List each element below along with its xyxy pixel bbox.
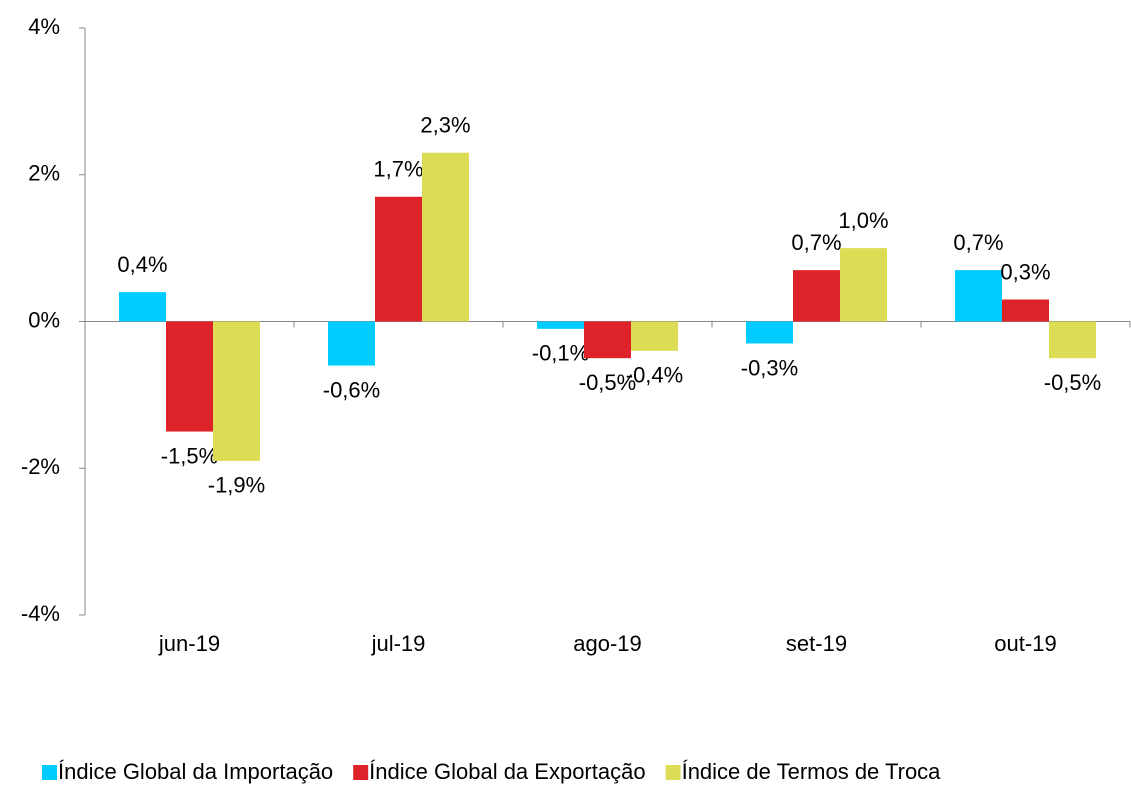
bar: [213, 321, 260, 461]
bar: [422, 152, 469, 322]
bar: [584, 321, 631, 359]
bar: [1002, 299, 1049, 322]
legend-label: Índice Global da Importação: [58, 759, 333, 784]
x-tick-label: set-19: [786, 631, 847, 656]
y-tick-label: 0%: [28, 307, 60, 332]
bar: [955, 270, 1002, 322]
data-label: -0,5%: [579, 370, 636, 395]
data-label: -1,9%: [208, 473, 265, 498]
data-label: -1,5%: [161, 443, 218, 468]
y-tick-label: -2%: [21, 454, 60, 479]
bar: [328, 321, 375, 366]
bar: [119, 292, 166, 322]
data-label: -0,6%: [323, 377, 380, 402]
bar: [166, 321, 213, 432]
x-tick-label: jul-19: [371, 631, 426, 656]
y-tick-label: 2%: [28, 161, 60, 186]
legend-swatch: [665, 765, 681, 780]
x-tick-label: out-19: [994, 631, 1056, 656]
data-label: 1,7%: [373, 157, 423, 182]
bar: [840, 248, 887, 322]
x-tick-label: ago-19: [573, 631, 642, 656]
data-label: 0,7%: [953, 230, 1003, 255]
data-label: -0,1%: [532, 341, 589, 366]
bar: [631, 321, 678, 351]
data-label: 0,4%: [117, 252, 167, 277]
data-label: 1,0%: [838, 208, 888, 233]
data-label: 2,3%: [420, 113, 470, 138]
legend-label: Índice de Termos de Troca: [682, 759, 942, 784]
y-tick-label: -4%: [21, 601, 60, 626]
x-tick-label: jun-19: [158, 631, 220, 656]
bar: [793, 270, 840, 322]
data-label: -0,4%: [626, 363, 683, 388]
legend-label: Índice Global da Exportação: [369, 759, 645, 784]
bar: [375, 196, 422, 322]
data-label: -0,5%: [1044, 370, 1101, 395]
legend-swatch: [42, 765, 57, 780]
data-label: 0,7%: [791, 230, 841, 255]
data-label: -0,3%: [741, 355, 798, 380]
legend-swatch: [353, 765, 369, 780]
bar: [537, 321, 584, 329]
y-tick-label: 4%: [28, 14, 60, 39]
bar: [1049, 321, 1096, 359]
data-label: 0,3%: [1000, 259, 1050, 284]
bar: [746, 321, 793, 344]
